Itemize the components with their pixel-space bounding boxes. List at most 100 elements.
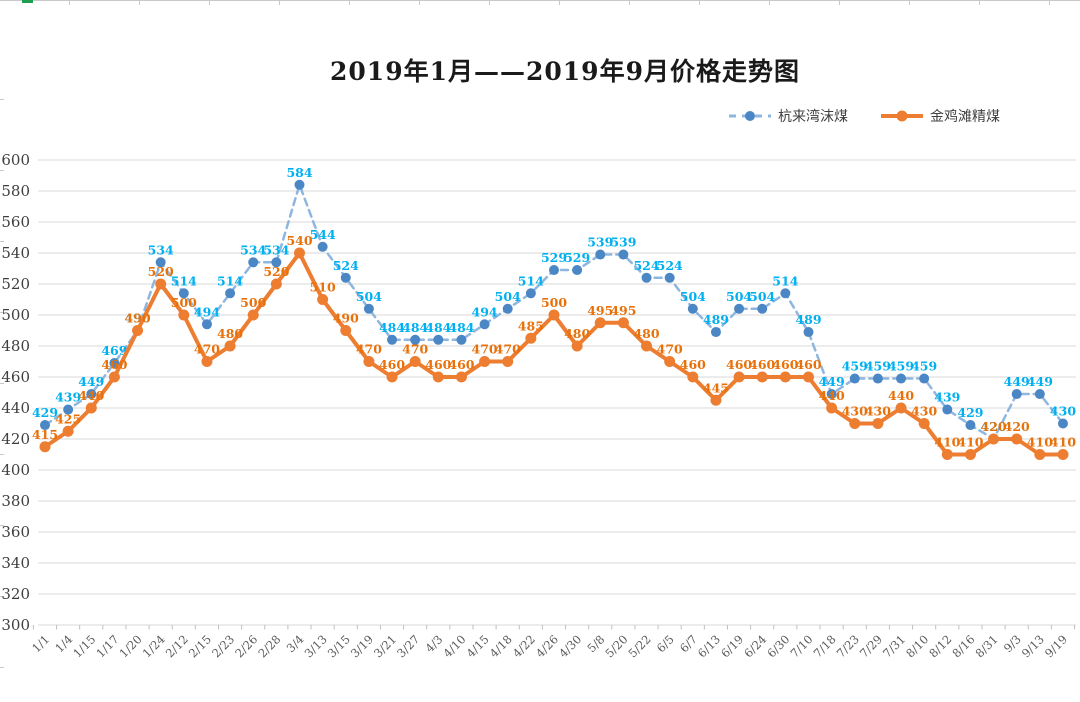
legend[interactable]: 杭来湾沫煤 金鸡滩精煤 bbox=[728, 106, 1000, 126]
data-point[interactable] bbox=[687, 303, 698, 314]
data-point[interactable] bbox=[571, 340, 583, 352]
data-point[interactable] bbox=[918, 418, 930, 429]
data-point[interactable] bbox=[1011, 433, 1023, 445]
data-point[interactable] bbox=[201, 356, 213, 367]
data-point[interactable] bbox=[572, 265, 583, 276]
data-point[interactable] bbox=[779, 371, 791, 383]
data-point[interactable] bbox=[108, 371, 120, 383]
data-point[interactable] bbox=[155, 278, 167, 290]
data-point[interactable] bbox=[641, 272, 652, 283]
data-point[interactable] bbox=[618, 249, 629, 260]
data-point[interactable] bbox=[942, 404, 953, 415]
data-point[interactable] bbox=[293, 247, 305, 259]
data-point[interactable] bbox=[479, 356, 491, 367]
data-point[interactable] bbox=[178, 288, 189, 299]
data-point[interactable] bbox=[271, 257, 282, 268]
data-point[interactable] bbox=[317, 241, 328, 252]
data-point[interactable] bbox=[896, 373, 907, 384]
data-point[interactable] bbox=[340, 325, 352, 336]
x-axis-category-label: 1/1 bbox=[29, 632, 52, 655]
data-point[interactable] bbox=[849, 373, 860, 384]
data-point[interactable] bbox=[247, 309, 259, 321]
data-point[interactable] bbox=[595, 249, 606, 260]
data-label: 489 bbox=[703, 312, 729, 327]
data-point[interactable] bbox=[710, 327, 721, 338]
data-point[interactable] bbox=[802, 371, 814, 383]
data-point[interactable] bbox=[988, 433, 1000, 445]
data-point[interactable] bbox=[363, 303, 374, 314]
data-point[interactable] bbox=[664, 272, 675, 283]
data-point[interactable] bbox=[224, 340, 236, 352]
data-point[interactable] bbox=[1034, 449, 1046, 460]
data-point[interactable] bbox=[733, 371, 745, 383]
data-point[interactable] bbox=[363, 356, 375, 367]
data-point[interactable] bbox=[410, 334, 421, 345]
data-point[interactable] bbox=[1057, 418, 1068, 429]
data-point[interactable] bbox=[432, 371, 444, 383]
data-point[interactable] bbox=[617, 317, 629, 329]
data-point[interactable] bbox=[294, 179, 305, 190]
data-point[interactable] bbox=[710, 394, 722, 406]
data-point[interactable] bbox=[433, 334, 444, 345]
x-axis-category-label: 7/23 bbox=[834, 632, 862, 660]
legend-item-hanglaiwan[interactable]: 杭来湾沫煤 bbox=[728, 106, 848, 126]
data-point[interactable] bbox=[849, 418, 861, 429]
data-point[interactable] bbox=[109, 358, 120, 369]
data-point[interactable] bbox=[225, 288, 236, 299]
data-point[interactable] bbox=[502, 356, 514, 367]
data-point[interactable] bbox=[548, 265, 559, 276]
data-point[interactable] bbox=[757, 303, 768, 314]
data-point[interactable] bbox=[201, 319, 212, 330]
data-point[interactable] bbox=[780, 288, 791, 299]
x-axis-category-label: 5/20 bbox=[602, 632, 630, 660]
legend-item-jinjitan[interactable]: 金鸡滩精煤 bbox=[880, 106, 1000, 126]
data-point[interactable] bbox=[919, 373, 930, 384]
data-point[interactable] bbox=[1011, 389, 1022, 400]
data-point[interactable] bbox=[872, 373, 883, 384]
data-point[interactable] bbox=[756, 371, 768, 383]
data-point[interactable] bbox=[40, 420, 50, 431]
data-point[interactable] bbox=[826, 402, 838, 414]
data-point[interactable] bbox=[155, 257, 166, 268]
data-point[interactable] bbox=[895, 402, 907, 414]
data-point[interactable] bbox=[386, 371, 398, 383]
data-label: 410 bbox=[957, 435, 983, 450]
data-point[interactable] bbox=[687, 371, 699, 383]
data-point[interactable] bbox=[132, 325, 144, 336]
data-point[interactable] bbox=[86, 389, 97, 400]
data-point[interactable] bbox=[387, 334, 398, 345]
data-point[interactable] bbox=[525, 288, 536, 299]
y-axis-tick-label: 420 bbox=[1, 430, 30, 448]
data-point[interactable] bbox=[479, 319, 490, 330]
data-point[interactable] bbox=[63, 404, 74, 415]
data-point[interactable] bbox=[1057, 449, 1069, 460]
data-point[interactable] bbox=[502, 303, 513, 314]
data-point[interactable] bbox=[62, 425, 74, 437]
data-label: 460 bbox=[448, 357, 474, 372]
data-point[interactable] bbox=[525, 332, 537, 344]
data-point[interactable] bbox=[409, 356, 421, 367]
data-point[interactable] bbox=[941, 449, 953, 460]
data-point[interactable] bbox=[641, 340, 653, 352]
data-point[interactable] bbox=[85, 402, 97, 414]
data-point[interactable] bbox=[317, 294, 329, 305]
data-point[interactable] bbox=[1034, 389, 1045, 400]
data-point[interactable] bbox=[734, 303, 745, 314]
data-point[interactable] bbox=[803, 327, 814, 338]
data-point[interactable] bbox=[872, 418, 884, 429]
data-point[interactable] bbox=[340, 272, 351, 283]
data-point[interactable] bbox=[455, 371, 467, 383]
data-point[interactable] bbox=[594, 317, 606, 329]
data-point[interactable] bbox=[248, 257, 259, 268]
data-point[interactable] bbox=[178, 309, 190, 321]
data-point[interactable] bbox=[548, 309, 560, 321]
data-point[interactable] bbox=[270, 278, 282, 290]
data-point[interactable] bbox=[826, 389, 837, 400]
data-point[interactable] bbox=[39, 441, 51, 453]
data-point[interactable] bbox=[664, 356, 676, 367]
data-point[interactable] bbox=[964, 449, 976, 460]
data-point[interactable] bbox=[965, 420, 976, 431]
data-point[interactable] bbox=[456, 334, 467, 345]
data-label: 494 bbox=[194, 304, 220, 319]
